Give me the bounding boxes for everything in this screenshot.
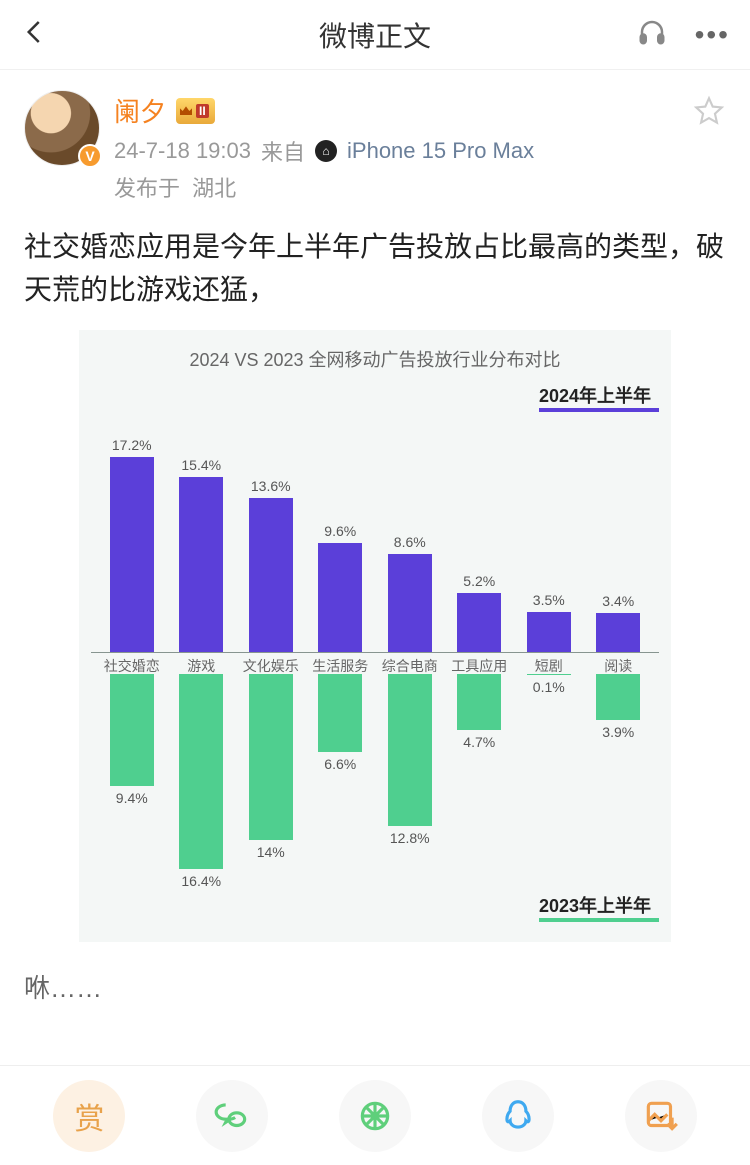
bar-bottom (318, 674, 362, 752)
moments-icon (356, 1097, 394, 1135)
bar-top (457, 593, 501, 652)
bar-bottom (110, 674, 154, 786)
level-badge: II (176, 98, 215, 124)
bar-bottom (249, 674, 293, 840)
bar-top (249, 498, 293, 652)
category-label: 短剧 (514, 656, 584, 676)
post-extra-text: 咻…… (0, 942, 750, 1005)
save-image-icon (642, 1097, 680, 1135)
listen-button[interactable] (637, 17, 667, 52)
bar-bottom (457, 674, 501, 730)
username[interactable]: 阑夕 (114, 92, 166, 129)
bar-top (318, 543, 362, 652)
bar-bottom-label: 6.6% (324, 756, 356, 772)
category-label: 工具应用 (445, 656, 515, 676)
location-value: 湖北 (192, 176, 236, 201)
qq-icon (499, 1097, 537, 1135)
chart-body: 17.2% 15.4% 13.6% 9.6% 8.6% 5.2% 3.5% 3.4% 9.4% 1… (91, 422, 659, 882)
bar-bottom-label: 12.8% (390, 830, 430, 846)
category-label: 文化娱乐 (236, 656, 306, 676)
bar-top-label: 15.4% (181, 457, 221, 473)
bar-top-label: 3.4% (602, 593, 634, 609)
location-label: 发布于 (114, 176, 180, 201)
bar-top-label: 3.5% (533, 592, 565, 608)
moments-share-button[interactable] (339, 1080, 411, 1152)
avatar[interactable]: V (24, 90, 100, 166)
qq-share-button[interactable] (482, 1080, 554, 1152)
from-label: 来自 (261, 135, 305, 167)
bar-bottom-label: 16.4% (181, 873, 221, 889)
page-title: 微博正文 (319, 15, 431, 55)
post-timestamp: 24-7-18 19:03 (114, 138, 251, 164)
legend-2024: 2024年上半年 (539, 382, 659, 412)
device-name[interactable]: iPhone 15 Pro Max (347, 138, 534, 164)
chart-image[interactable]: 2024 VS 2023 全网移动广告投放行业分布对比 2024年上半年 17.… (79, 330, 671, 942)
category-label: 阅读 (584, 656, 654, 676)
device-icon: ⌂ (315, 140, 337, 162)
category-label: 游戏 (167, 656, 237, 676)
app-header: 微博正文 ••• (0, 0, 750, 70)
more-button[interactable]: ••• (695, 19, 730, 51)
bar-top-label: 9.6% (324, 523, 356, 539)
category-label: 综合电商 (375, 656, 445, 676)
category-label: 社交婚恋 (97, 656, 167, 676)
wechat-share-button[interactable] (196, 1080, 268, 1152)
verified-badge: V (78, 144, 102, 168)
reward-button[interactable]: 赏 (53, 1080, 125, 1152)
bar-top (527, 612, 571, 652)
bar-bottom (179, 674, 223, 869)
save-image-button[interactable] (625, 1080, 697, 1152)
bar-top-label: 17.2% (112, 437, 152, 453)
bar-top-label: 8.6% (394, 534, 426, 550)
bar-top-label: 13.6% (251, 478, 291, 494)
bar-top (179, 477, 223, 652)
bar-bottom-label: 4.7% (463, 734, 495, 750)
bottom-bar: 赏 (0, 1065, 750, 1165)
post: V 阑夕 II 24-7-18 19:03 来自 ⌂ iPhone 15 Pro… (0, 70, 750, 942)
bar-bottom (388, 674, 432, 826)
favorite-button[interactable] (692, 94, 726, 133)
crown-icon (178, 103, 194, 119)
bar-top (596, 613, 640, 652)
bar-bottom-label: 9.4% (116, 790, 148, 806)
bar-top (110, 457, 154, 652)
bar-bottom-label: 3.9% (602, 724, 634, 740)
back-button[interactable] (20, 17, 50, 52)
category-label: 生活服务 (306, 656, 376, 676)
bar-bottom-label: 0.1% (533, 679, 565, 695)
chart-title: 2024 VS 2023 全网移动广告投放行业分布对比 (91, 342, 659, 382)
bar-top-label: 5.2% (463, 573, 495, 589)
post-body: 社交婚恋应用是今年上半年广告投放占比最高的类型，破天荒的比游戏还猛， (24, 225, 726, 312)
wechat-icon (213, 1097, 251, 1135)
legend-2023: 2023年上半年 (539, 892, 659, 922)
bar-top (388, 554, 432, 652)
bar-bottom-label: 14% (257, 844, 285, 860)
bar-bottom (596, 674, 640, 720)
